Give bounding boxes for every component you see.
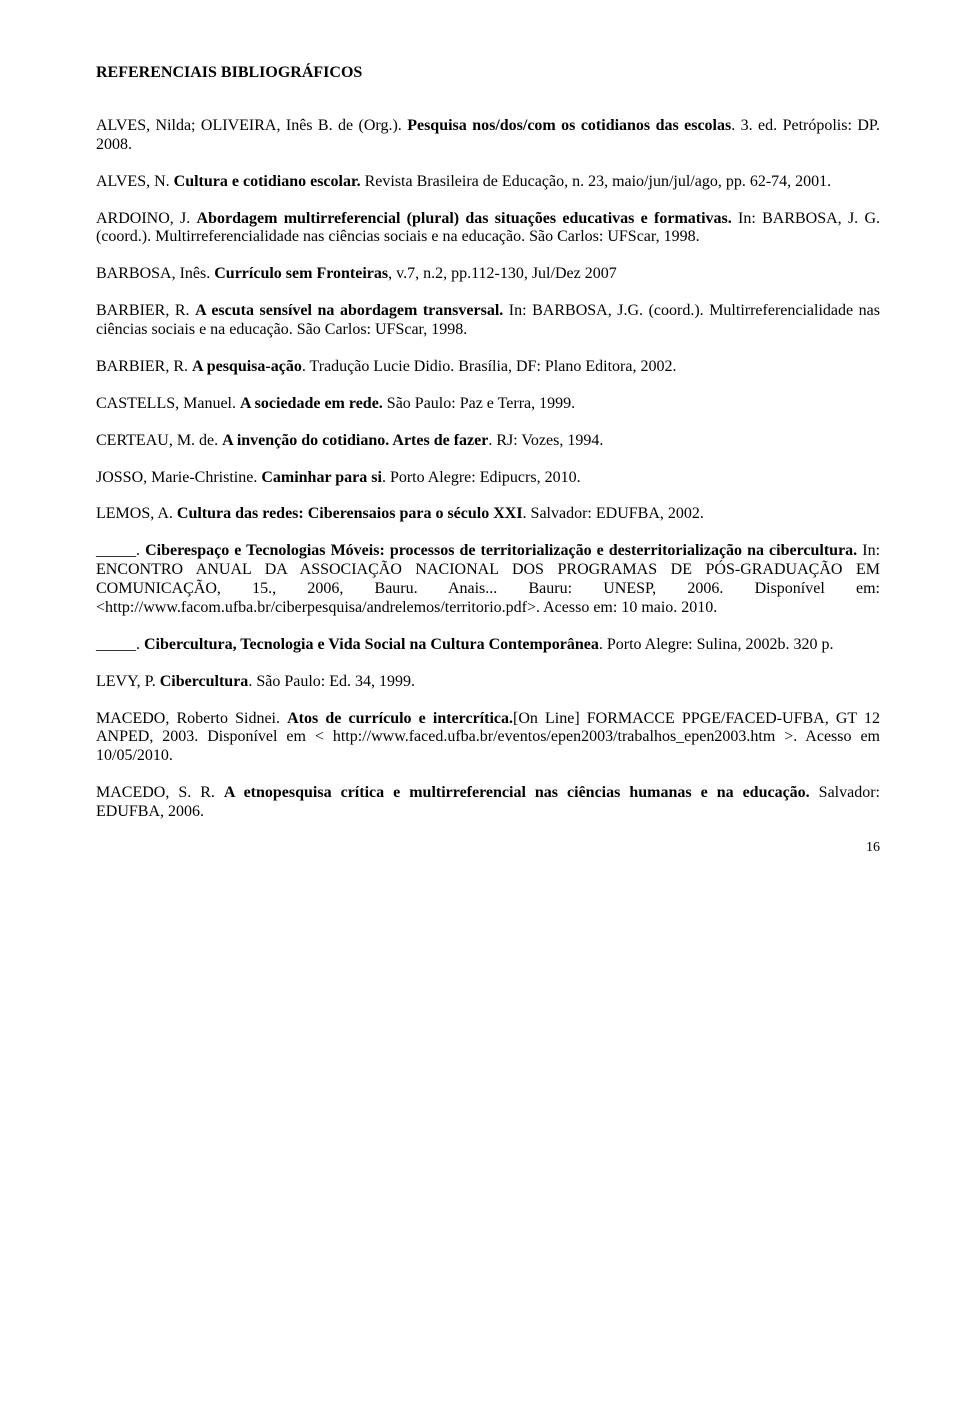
page-title: REFERENCIAIS BIBLIOGRÁFICOS: [96, 64, 880, 83]
reference-entry: ALVES, Nilda; OLIVEIRA, Inês B. de (Org.…: [96, 117, 880, 155]
reference-entry: BARBIER, R. A escuta sensível na abordag…: [96, 302, 880, 340]
reference-entry: BARBIER, R. A pesquisa-ação. Tradução Lu…: [96, 358, 880, 377]
page-number: 16: [96, 840, 880, 857]
references-list: ALVES, Nilda; OLIVEIRA, Inês B. de (Org.…: [96, 117, 880, 822]
reference-entry: ALVES, N. Cultura e cotidiano escolar. R…: [96, 173, 880, 192]
reference-entry: CERTEAU, M. de. A invenção do cotidiano.…: [96, 432, 880, 451]
reference-entry: MACEDO, Roberto Sidnei. Atos de currícul…: [96, 710, 880, 767]
reference-entry: _____. Ciberespaço e Tecnologias Móveis:…: [96, 542, 880, 618]
reference-entry: _____. Cibercultura, Tecnologia e Vida S…: [96, 636, 880, 655]
reference-entry: BARBOSA, Inês. Currículo sem Fronteiras,…: [96, 265, 880, 284]
reference-entry: ARDOINO, J. Abordagem multirreferencial …: [96, 210, 880, 248]
reference-entry: CASTELLS, Manuel. A sociedade em rede. S…: [96, 395, 880, 414]
reference-entry: LEVY, P. Cibercultura. São Paulo: Ed. 34…: [96, 673, 880, 692]
reference-entry: MACEDO, S. R. A etnopesquisa crítica e m…: [96, 784, 880, 822]
reference-entry: LEMOS, A. Cultura das redes: Ciberensaio…: [96, 505, 880, 524]
reference-entry: JOSSO, Marie-Christine. Caminhar para si…: [96, 469, 880, 488]
